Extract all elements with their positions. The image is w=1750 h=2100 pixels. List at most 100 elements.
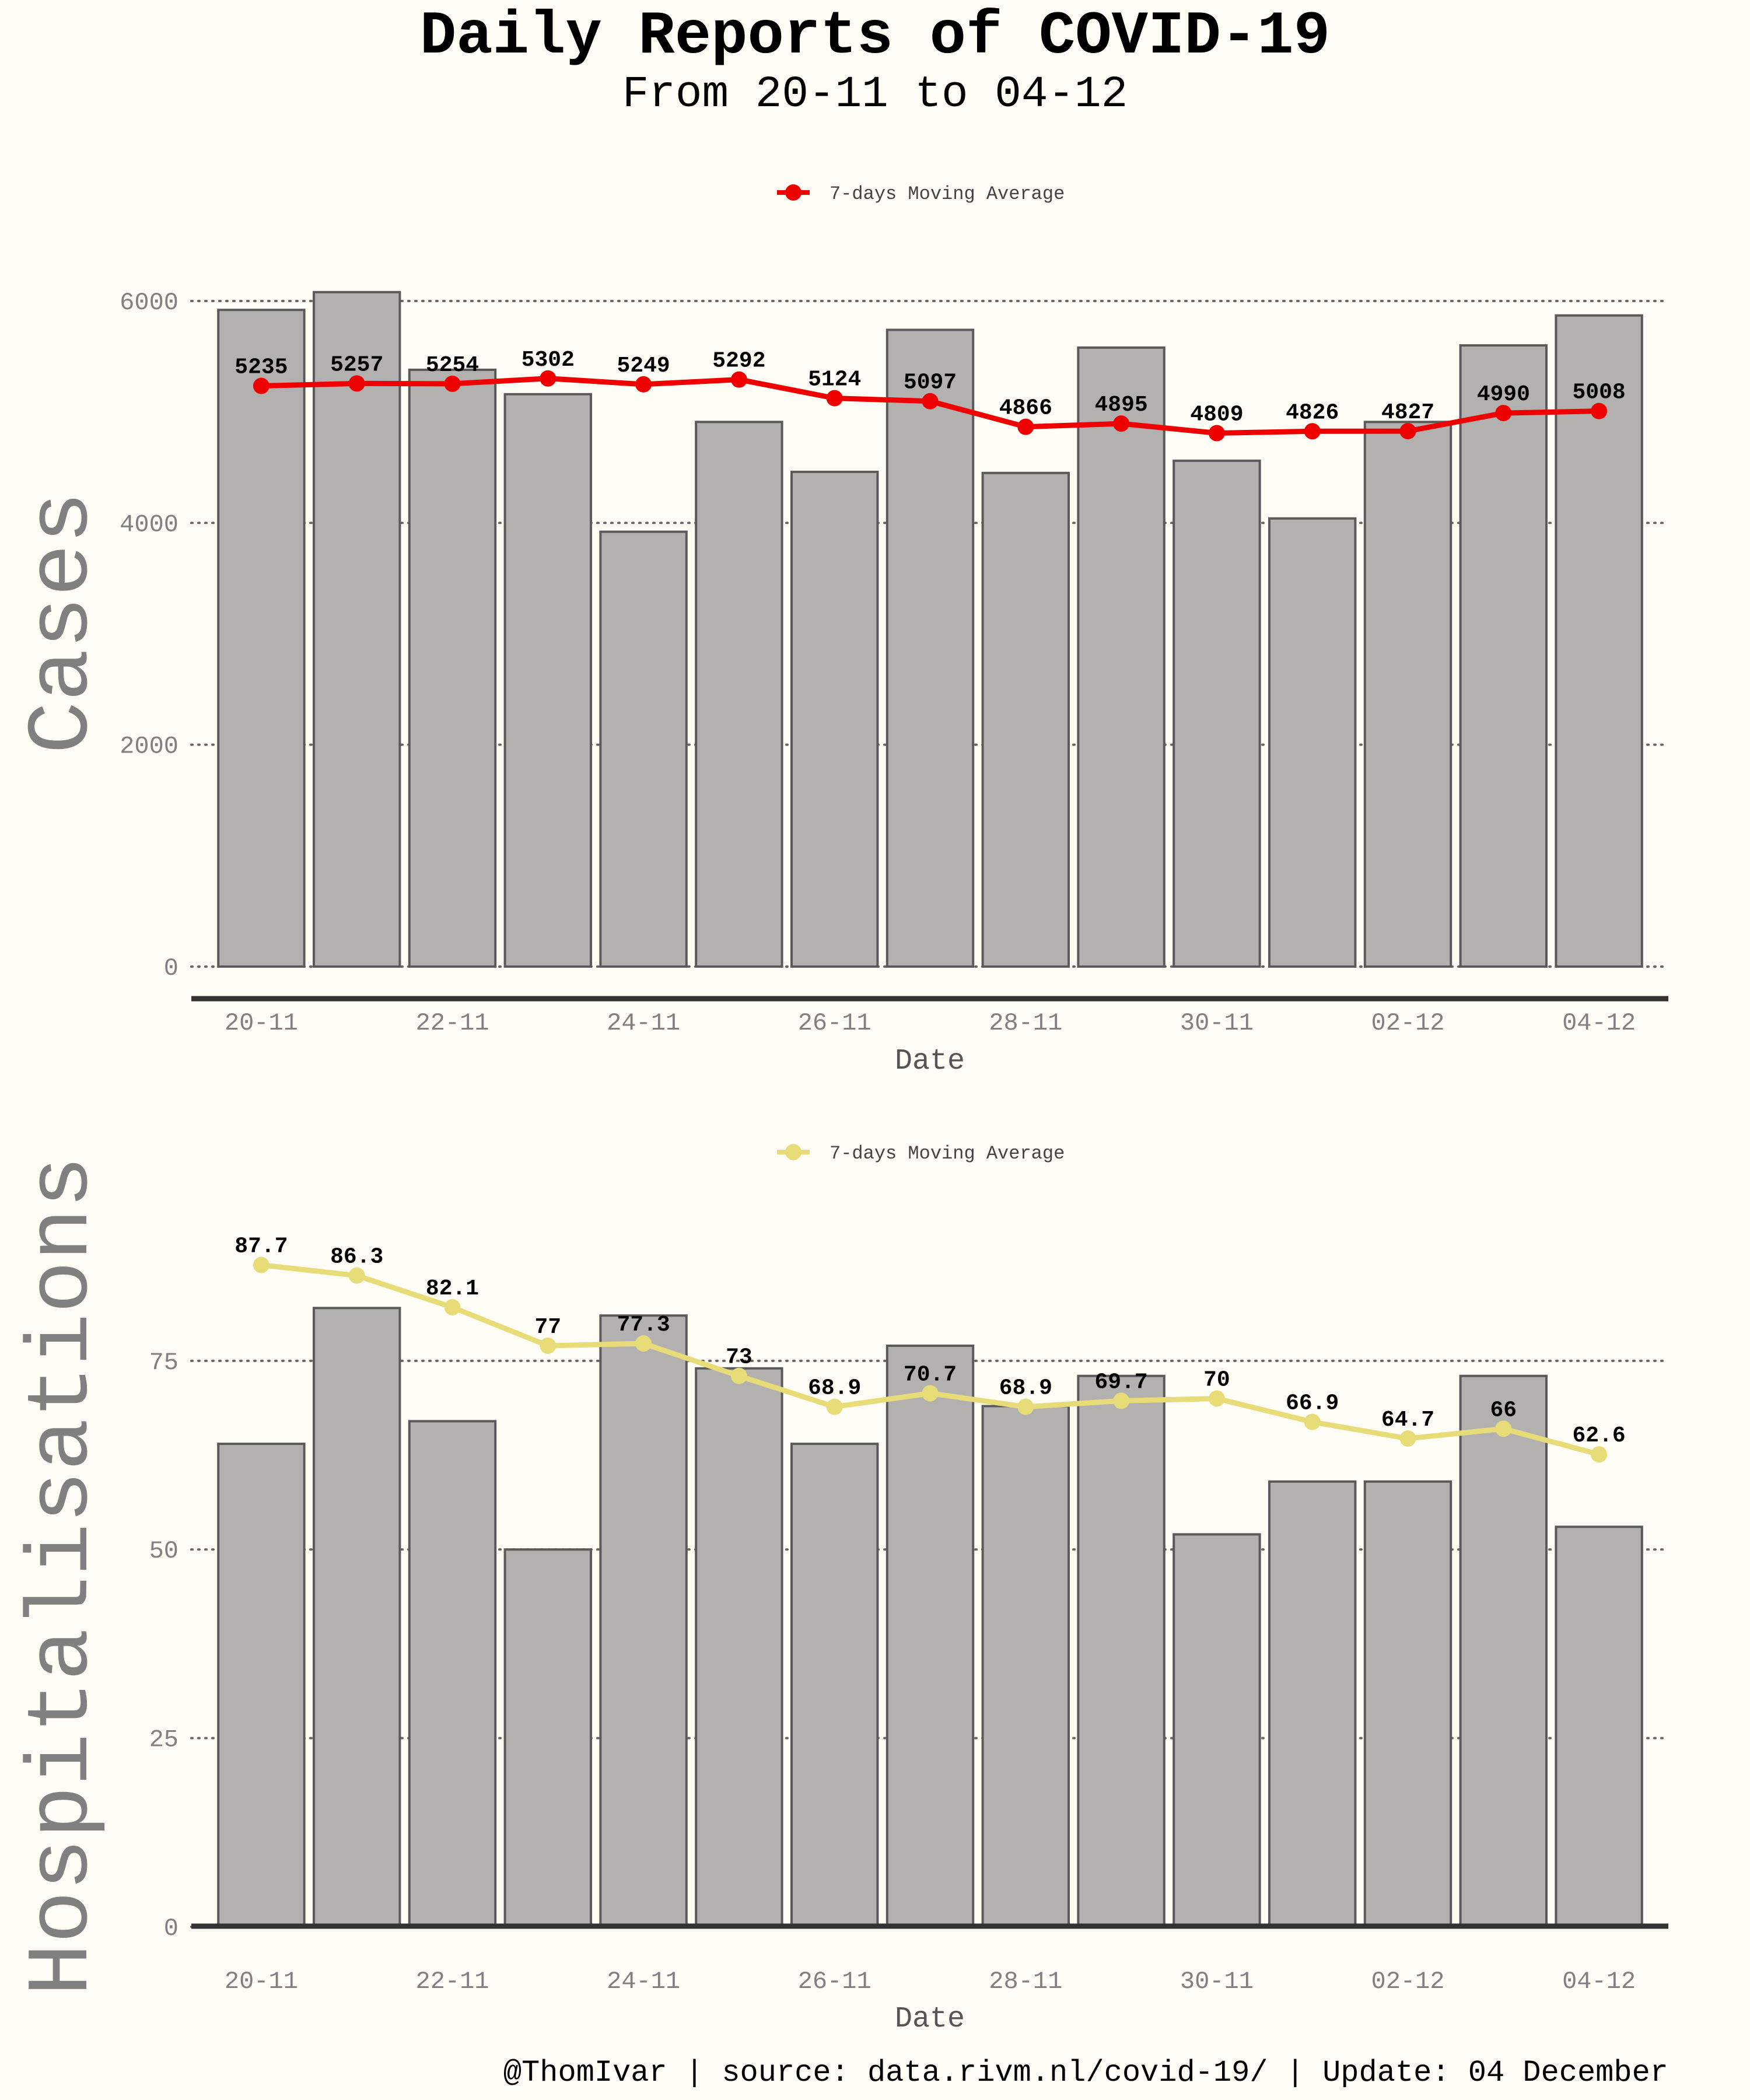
cases-moving-average-point [1399,423,1416,440]
cases-moving-average-label: 4866 [999,396,1052,421]
cases-bar [1268,517,1357,968]
cases-moving-average-point [1113,415,1130,432]
cases-chart: 0 2000 4000 6000 20-11 22-11 24-11 26-11 28-11 30… [14,183,1670,1078]
hosp-moving-average-point [1591,1446,1608,1463]
cases-x-axis-label: Date [895,1045,965,1078]
cases-moving-average-label: 5254 [426,353,479,378]
cases-moving-average-point [922,393,939,410]
hosp-bar [1459,1374,1548,1929]
cases-moving-average-label: 5249 [617,354,670,379]
cases-moving-average-point [253,377,270,394]
cases-moving-average-label: 5235 [235,355,288,380]
hosp-bar [1268,1480,1357,1928]
hosp-moving-average-point [253,1256,270,1273]
hosp-bar [1077,1374,1166,1929]
hosp-moving-average-label: 77.3 [617,1312,670,1338]
hospitalisations-chart: 0 25 50 75 20-11 22-11 24-11 26-11 28-11 30-11 02-… [14,1143,1670,2036]
hosp-moving-average-label: 68.9 [808,1376,861,1401]
hosp-legend-label: 7-days Moving Average [830,1143,1065,1164]
hosp-bar [503,1548,593,1928]
hosp-moving-average-label: 86.3 [330,1245,383,1270]
figure-subtitle: From 20-11 to 04-12 [622,69,1128,120]
cases-moving-average-label: 4990 [1477,382,1530,407]
cases-moving-average-point [348,375,365,392]
cases-xtick-label: 26-11 [798,1009,872,1037]
hosp-moving-average-point [922,1385,939,1402]
hosp-moving-average-point [1017,1398,1034,1415]
cases-xtick-label: 22-11 [415,1009,489,1037]
hosp-moving-average-point [444,1298,461,1315]
cases-bar [981,471,1070,968]
hosp-moving-average-label: 68.9 [999,1376,1052,1401]
hosp-bar [695,1367,783,1928]
cases-moving-average-label: 5008 [1572,380,1625,405]
cases-ytick-label: 0 [164,954,178,982]
cases-moving-average-label: 5302 [522,348,575,373]
hosp-moving-average-label: 73 [726,1345,752,1370]
hosp-moving-average-point [1495,1420,1512,1437]
cases-moving-average-label: 4809 [1190,402,1243,428]
hosp-xtick-label: 02-12 [1371,1968,1444,1996]
cases-xtick-label: 20-11 [225,1009,298,1037]
cases-legend-label: 7-days Moving Average [830,183,1065,205]
cases-moving-average-label: 4895 [1094,393,1147,418]
cases-ytick-label: 2000 [120,733,178,761]
hosp-moving-average-label: 66.9 [1286,1391,1339,1416]
hosp-ytick-label: 50 [149,1537,178,1565]
hosp-bar [886,1344,975,1929]
cases-bar [503,393,593,968]
source-credit: @ThomIvar | source: data.rivm.nl/covid-1… [503,2056,1668,2090]
hosp-moving-average-label: 69.7 [1094,1370,1147,1395]
cases-moving-average-point [635,376,652,393]
hosp-moving-average-label: 87.7 [235,1234,288,1259]
cases-xtick-label: 30-11 [1180,1009,1254,1037]
hosp-moving-average-point [1399,1430,1416,1447]
hosp-xtick-label: 26-11 [798,1968,872,1996]
hosp-moving-average-point [540,1337,556,1354]
cases-bar [1172,459,1261,968]
hosp-bar [790,1443,879,1929]
cases-moving-average-point [1017,418,1034,435]
cases-moving-average-point [826,390,843,407]
cases-xtick-label: 02-12 [1371,1009,1444,1037]
cases-bar [599,530,688,968]
cases-moving-average-label: 5257 [330,352,383,377]
hosp-bar [312,1307,401,1928]
cases-moving-average-point [1304,423,1321,440]
hosp-bar [1363,1480,1452,1928]
hosp-ytick-label: 25 [149,1726,178,1754]
hosp-bar [217,1443,306,1929]
hosp-moving-average-label: 70.7 [904,1362,957,1387]
hosp-ytick-label: 0 [164,1915,178,1943]
hosp-x-axis-label: Date [895,2003,965,2036]
hosp-moving-average-point [348,1267,365,1284]
hosp-bar [408,1420,497,1928]
hosp-bar [981,1405,1070,1929]
cases-moving-average-label: 5124 [808,368,861,393]
hosp-xtick-label: 24-11 [607,1968,680,1996]
hosp-xtick-label: 04-12 [1562,1968,1636,1996]
hosp-bar [1172,1533,1261,1928]
hosp-xtick-label: 20-11 [225,1968,298,1996]
hosp-y-axis-label: Hospitalisations [14,1156,113,1996]
cases-bar [1363,421,1452,968]
hosp-legend-marker [785,1144,802,1160]
hosp-moving-average-point [635,1335,652,1352]
hosp-moving-average-point [730,1367,747,1384]
hosp-xtick-label: 30-11 [1180,1968,1254,1996]
hosp-moving-average-label: 64.7 [1381,1408,1434,1433]
hosp-moving-average-label: 82.1 [426,1276,479,1301]
cases-bar [217,309,306,968]
cases-bar [886,328,975,968]
cases-bar [1459,344,1548,968]
cases-moving-average-point [1591,402,1608,419]
cases-bar [790,470,879,968]
cases-moving-average-label: 4827 [1381,400,1434,425]
hosp-bar [1555,1525,1643,1929]
hosp-moving-average-point [1304,1413,1321,1430]
cases-xtick-label: 24-11 [607,1009,680,1037]
hosp-ytick-label: 75 [149,1349,178,1377]
hosp-xtick-label: 22-11 [415,1968,489,1996]
cases-xtick-label: 28-11 [989,1009,1062,1037]
